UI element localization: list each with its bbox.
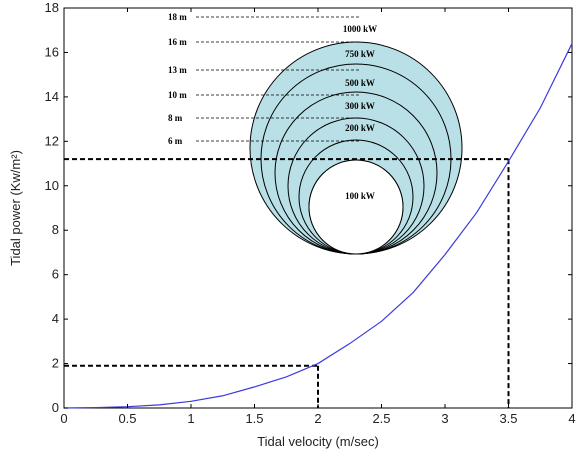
y-tick-label: 6 bbox=[52, 267, 59, 282]
y-axis-label: Tidal power (Kw/m²) bbox=[8, 150, 23, 266]
diameter-label: 18 m bbox=[168, 12, 187, 22]
y-tick-label: 10 bbox=[45, 178, 59, 193]
power-label: 750 kW bbox=[345, 49, 375, 59]
power-label: 100 kW bbox=[345, 191, 375, 201]
power-label: 1000 kW bbox=[343, 24, 377, 34]
x-tick-label: 3 bbox=[441, 411, 448, 426]
y-tick-label: 8 bbox=[52, 222, 59, 237]
diameter-label: 16 m bbox=[168, 37, 187, 47]
power-curve-line bbox=[63, 43, 573, 409]
y-tick-label: 0 bbox=[52, 400, 59, 415]
y-tick-label: 18 bbox=[45, 0, 59, 15]
x-tick-label: 3.5 bbox=[499, 411, 517, 426]
x-tick-label: 2 bbox=[314, 411, 321, 426]
diameter-label: 6 m bbox=[168, 136, 183, 146]
y-tick-label: 14 bbox=[45, 89, 59, 104]
turbine-disc-annotation: 1000 kW 750 kW 500 kW 300 kW 200 kW 100 kW 18 … bbox=[168, 12, 463, 255]
x-axis-ticks: 0 0.5 1 1.5 2 2.5 3 3.5 4 bbox=[60, 8, 576, 426]
series-group bbox=[63, 43, 573, 409]
y-tick-label: 4 bbox=[52, 311, 59, 326]
x-tick-label: 4 bbox=[568, 411, 575, 426]
diameter-label: 10 m bbox=[168, 90, 187, 100]
power-label: 300 kW bbox=[345, 101, 375, 111]
y-tick-label: 12 bbox=[45, 133, 59, 148]
x-tick-label: 0 bbox=[60, 411, 67, 426]
power-label: 500 kW bbox=[345, 78, 375, 88]
diameter-label: 13 m bbox=[168, 65, 187, 75]
diameter-label: 8 m bbox=[168, 113, 183, 123]
y-tick-label: 2 bbox=[52, 356, 59, 371]
turbine-disc-100kw bbox=[308, 159, 404, 255]
x-tick-label: 0.5 bbox=[118, 411, 136, 426]
power-label: 200 kW bbox=[345, 123, 375, 133]
x-tick-label: 2.5 bbox=[372, 411, 390, 426]
y-tick-label: 16 bbox=[45, 44, 59, 59]
x-tick-label: 1 bbox=[187, 411, 194, 426]
x-tick-label: 1.5 bbox=[245, 411, 263, 426]
y-axis-ticks: 0 2 4 6 8 10 12 14 16 18 bbox=[45, 0, 572, 415]
reference-lines bbox=[64, 158, 510, 408]
x-axis-label: Tidal velocity (m/sec) bbox=[257, 434, 379, 449]
